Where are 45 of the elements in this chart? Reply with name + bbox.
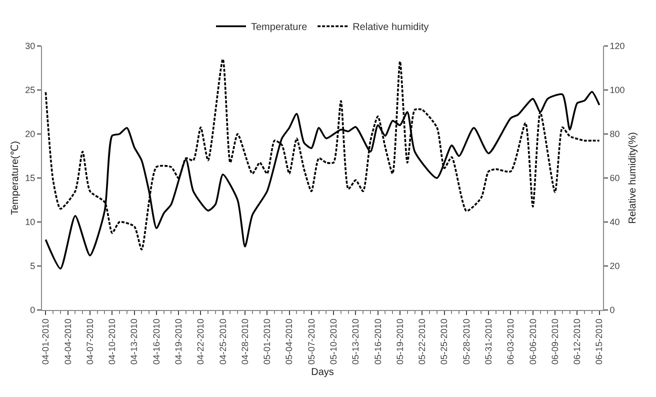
y2-tick-label: 0 <box>610 305 615 316</box>
x-tick-label: 06-06-2010 <box>528 318 538 365</box>
y2-tick-label: 20 <box>610 261 620 272</box>
x-tick-label: 04-28-2010 <box>240 318 250 365</box>
y2-tick-label: 100 <box>610 85 625 96</box>
y-tick-label: 25 <box>25 85 36 96</box>
y-tick-label: 15 <box>25 173 36 184</box>
y2-tick-label: 40 <box>610 217 620 228</box>
y2-axis-title: Relative humidity(%) <box>627 132 638 224</box>
y-tick-label: 20 <box>25 129 36 140</box>
x-tick-label: 05-13-2010 <box>350 318 361 365</box>
x-tick-label: 05-25-2010 <box>439 318 450 365</box>
x-tick-label: 05-01-2010 <box>262 318 272 365</box>
x-tick-label: 06-03-2010 <box>506 318 516 365</box>
y-tick-label: 5 <box>30 261 36 272</box>
x-tick-label: 04-25-2010 <box>218 318 228 365</box>
y2-tick-label: 120 <box>610 41 625 52</box>
x-tick-label: 04-04-2010 <box>62 318 73 365</box>
y-tick-label: 30 <box>25 41 36 52</box>
x-tick-label: 04-22-2010 <box>196 318 206 365</box>
x-tick-label: 05-19-2010 <box>394 318 405 365</box>
x-tick-label: 05-04-2010 <box>284 318 294 365</box>
y-axis-title: Temperature(℃) <box>10 140 22 216</box>
x-tick-label: 06-12-2010 <box>572 318 582 365</box>
x-axis-title: Days <box>311 367 334 378</box>
x-tick-label: 05-10-2010 <box>328 318 338 365</box>
x-tick-label: 06-15-2010 <box>594 318 604 365</box>
x-tick-label: 05-22-2010 <box>417 318 428 365</box>
y2-tick-label: 60 <box>610 173 620 184</box>
x-tick-label: 04-13-2010 <box>129 318 140 365</box>
x-tick-label: 05-31-2010 <box>484 318 494 365</box>
x-tick-label: 04-19-2010 <box>173 318 184 365</box>
y-tick-label: 10 <box>25 217 36 228</box>
y2-tick-label: 80 <box>610 129 620 140</box>
x-tick-label: 05-28-2010 <box>461 318 472 365</box>
y-tick-label: 0 <box>30 305 36 316</box>
legend-label: Temperature <box>251 22 308 34</box>
x-tick-label: 05-16-2010 <box>372 318 383 365</box>
legend-label: Relative humidity <box>352 22 429 34</box>
x-tick-label: 04-07-2010 <box>84 318 95 365</box>
x-tick-label: 04-16-2010 <box>151 318 162 365</box>
x-tick-label: 06-09-2010 <box>550 318 560 365</box>
x-tick-label: 04-01-2010 <box>40 318 51 365</box>
x-tick-label: 04-10-2010 <box>107 318 118 365</box>
x-tick-label: 05-07-2010 <box>306 318 316 365</box>
